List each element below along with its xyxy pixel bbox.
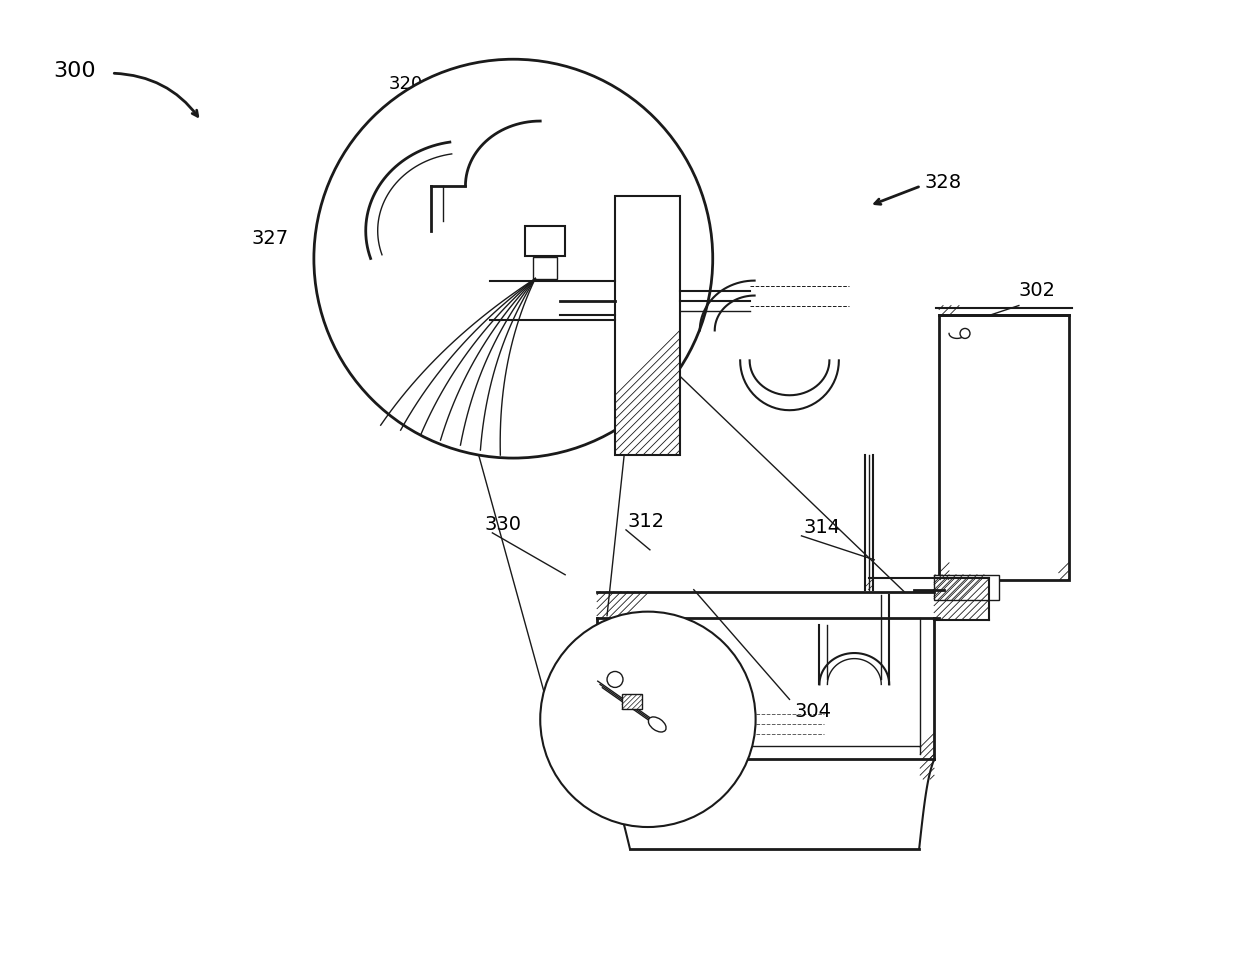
Text: 318: 318 xyxy=(479,328,512,345)
Circle shape xyxy=(314,59,713,458)
Text: 326: 326 xyxy=(627,267,662,286)
Bar xyxy=(615,195,680,455)
Bar xyxy=(533,257,557,279)
Text: 314: 314 xyxy=(804,518,841,538)
Text: 310: 310 xyxy=(353,242,388,260)
Text: 316: 316 xyxy=(619,194,653,213)
Text: 304: 304 xyxy=(795,702,832,721)
Text: 329: 329 xyxy=(420,276,450,291)
Text: 325: 325 xyxy=(645,152,680,170)
Circle shape xyxy=(960,329,970,338)
Text: 327: 327 xyxy=(250,229,288,248)
Bar xyxy=(526,226,565,256)
Text: 322: 322 xyxy=(358,292,393,309)
Text: 328: 328 xyxy=(924,173,961,192)
Text: 312: 312 xyxy=(627,512,665,532)
Text: 308: 308 xyxy=(608,162,641,180)
Text: 311: 311 xyxy=(353,260,388,278)
Bar xyxy=(939,316,1069,579)
Text: 330: 330 xyxy=(485,515,521,535)
Text: 319: 319 xyxy=(419,328,454,345)
Text: 313: 313 xyxy=(487,87,522,105)
Bar xyxy=(622,694,642,710)
Circle shape xyxy=(608,672,622,687)
Text: 302: 302 xyxy=(1019,281,1055,300)
Text: 300: 300 xyxy=(53,61,97,82)
Bar xyxy=(934,574,999,600)
Text: 306: 306 xyxy=(619,124,653,142)
Text: 320: 320 xyxy=(388,75,423,93)
Circle shape xyxy=(541,611,755,827)
Text: 324: 324 xyxy=(460,374,495,393)
Ellipse shape xyxy=(649,717,666,732)
